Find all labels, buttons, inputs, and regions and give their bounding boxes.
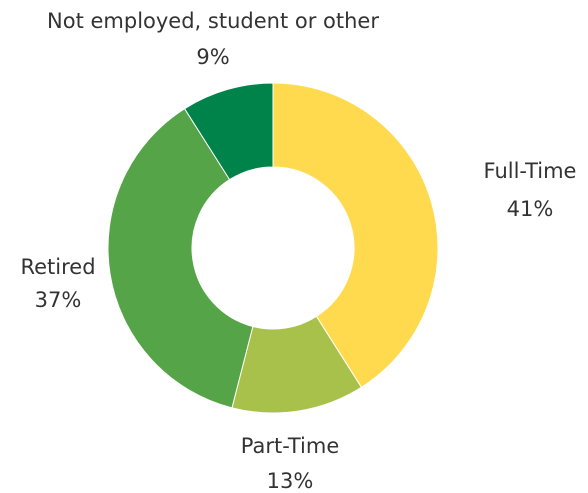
donut-slice (107, 107, 254, 409)
donut-slice (183, 82, 274, 181)
slice-label: Full-Time (484, 159, 577, 183)
slice-value-label: 41% (507, 197, 554, 221)
slice-label: Part-Time (241, 434, 340, 458)
slice-label: Retired (20, 255, 95, 279)
donut-slice (272, 82, 439, 389)
slice-value-label: 9% (196, 45, 229, 69)
slice-value-label: 13% (267, 469, 314, 493)
slice-label: Not employed, student or other (47, 9, 379, 33)
slice-value-label: 37% (35, 288, 82, 312)
